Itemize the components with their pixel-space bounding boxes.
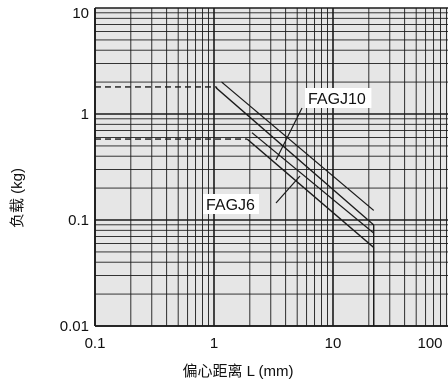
callout-leader xyxy=(275,175,301,204)
series-outline xyxy=(251,132,375,234)
grid xyxy=(94,7,448,327)
x-tick-label: 10 xyxy=(325,335,342,352)
callout-label: FAGJ6 xyxy=(206,197,255,214)
x-tick-label: 1 xyxy=(210,335,218,352)
annotation-layer: FAGJ10 FAGJ6 xyxy=(203,88,372,214)
series-solid-segment xyxy=(246,138,375,326)
series-outline xyxy=(220,81,375,211)
series-layer xyxy=(95,81,375,326)
x-axis-label: 偏心距离 L (mm) xyxy=(182,363,293,380)
y-tick-label: 0.1 xyxy=(68,212,89,229)
y-tick-label: 10 xyxy=(72,5,89,22)
y-tick-label: 0.01 xyxy=(60,318,89,335)
callout-background xyxy=(203,194,259,214)
callout-fagj10: FAGJ10 xyxy=(275,88,372,161)
y-tick-label: 1 xyxy=(81,106,89,123)
series-fagj6 xyxy=(95,132,375,326)
plot-background xyxy=(95,8,448,326)
x-tick-label: 100 xyxy=(417,335,442,352)
callout-leader xyxy=(275,107,303,161)
callout-label: FAGJ10 xyxy=(308,91,366,108)
x-tick-label: 0.1 xyxy=(85,335,106,352)
callout-fagj6: FAGJ6 xyxy=(203,175,301,214)
callout-background xyxy=(305,88,372,108)
y-axis-label: 负载 (kg) xyxy=(9,168,26,228)
